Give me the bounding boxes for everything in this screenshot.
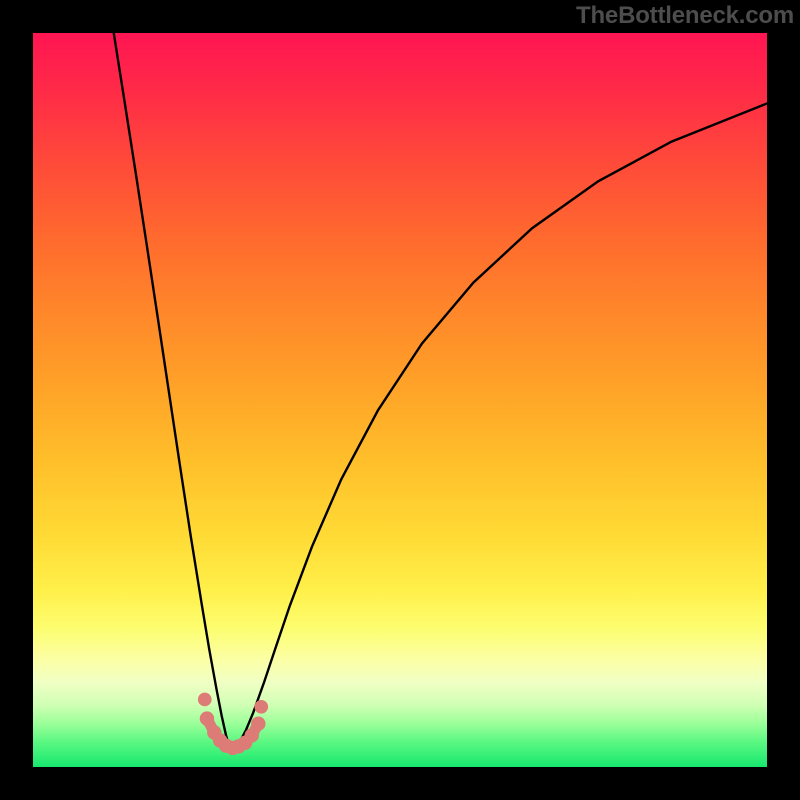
- plot-area: [33, 33, 767, 767]
- optimal-zone-endcap: [198, 693, 212, 707]
- optimal-zone-endcap: [254, 700, 268, 714]
- gradient-background: [33, 33, 767, 767]
- optimal-zone-dot: [251, 716, 265, 730]
- watermark-text: TheBottleneck.com: [576, 2, 794, 30]
- bottleneck-curve-chart: [33, 33, 767, 767]
- chart-outer: TheBottleneck.com: [0, 0, 800, 800]
- optimal-zone-dot: [200, 711, 214, 725]
